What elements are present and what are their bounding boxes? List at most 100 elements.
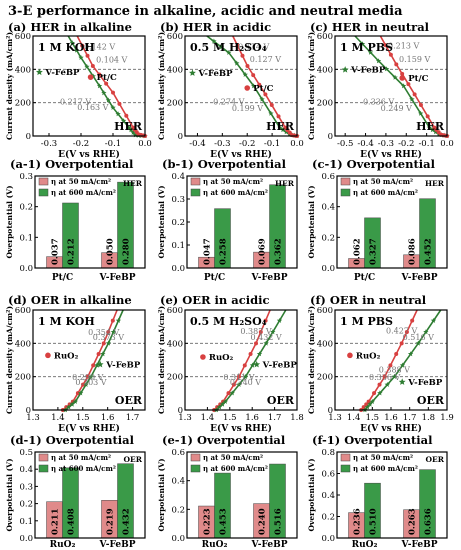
y-tick-label: 0.3 — [19, 482, 33, 492]
reaction-tag: OER — [267, 394, 295, 407]
legend-swatch — [340, 177, 351, 186]
legend-label: V-FeBP — [105, 361, 141, 371]
data-point — [410, 318, 415, 323]
legend-label: η at 600 mA/cm² — [51, 464, 116, 473]
reaction-tag: HER — [425, 179, 445, 188]
data-point — [219, 401, 226, 407]
bar-value-label: 0.327 — [369, 238, 379, 265]
legend-marker — [253, 360, 261, 368]
data-point — [229, 390, 235, 396]
data-point — [96, 352, 101, 356]
legend-swatch — [340, 453, 351, 462]
electrolyte-label: 1 M PBS — [340, 41, 393, 54]
legend-label: η at 50 mA/cm² — [353, 453, 413, 462]
y-axis-label: Overpotential (V) — [307, 458, 316, 531]
y-tick-label: 0.4 — [19, 465, 33, 475]
category-label: RuO₂ — [352, 540, 378, 550]
data-point — [80, 382, 85, 387]
y-tick-label: 0.0 — [19, 264, 33, 274]
y-tick-label: 400 — [317, 339, 333, 349]
category-label: RuO₂ — [202, 540, 228, 550]
x-axis-label: E(V vs RHE) — [58, 423, 120, 434]
data-point — [236, 381, 242, 387]
x-tick-label: 1.5 — [366, 413, 380, 423]
y-tick-label: 0.4 — [171, 172, 185, 182]
data-point — [359, 41, 366, 47]
panel-title: (f-1) Overpotential — [312, 433, 433, 447]
legend-label: Pt/C — [97, 73, 117, 83]
y-tick-label: 600 — [15, 306, 31, 316]
legend-marker — [398, 378, 406, 385]
data-point — [383, 66, 390, 72]
data-point — [100, 351, 106, 357]
panel-title: (f) OER in neutral — [310, 293, 427, 307]
data-point — [269, 103, 274, 107]
y-tick-label: 600 — [317, 306, 333, 316]
data-point — [69, 40, 75, 46]
reaction-tag: OER — [115, 394, 143, 407]
reaction-tag: HER — [275, 179, 295, 188]
y-axis-label: Overpotential (V) — [157, 185, 166, 258]
y-tick-label: 200 — [167, 99, 183, 109]
y-tick-label: 0.4 — [321, 203, 335, 213]
data-point — [372, 391, 377, 396]
category-label: V-FeBP — [400, 273, 437, 283]
plot-frame — [34, 175, 146, 269]
reaction-tag: HER — [123, 179, 143, 188]
overpotential-annotation: 0.163 V — [77, 103, 108, 112]
x-tick-label: -0.2 — [398, 139, 414, 149]
overpotential-annotation: 0.432 V — [250, 333, 281, 342]
overpotential-annotation: 0.340 V — [230, 378, 261, 387]
legend-swatch — [38, 177, 49, 186]
legend-marker — [399, 75, 406, 81]
data-point — [418, 110, 424, 116]
data-point — [256, 351, 263, 357]
panel-a: (a) HER in alkaline V-FeBP Pt/C 0.142 V 0.10… — [5, 20, 152, 160]
data-point — [78, 390, 84, 396]
y-tick-label: 0.1 — [171, 241, 185, 251]
y-tick-label: 0.6 — [171, 448, 185, 458]
data-point — [391, 373, 397, 379]
overpotential-annotation: 0.354 V — [88, 328, 119, 337]
bar-value-label: 0.258 — [219, 238, 229, 265]
bar-value-label: 0.453 — [219, 508, 229, 535]
bar-value-label: 0.240 — [258, 508, 268, 535]
y-axis-label: Current density (mA/cm²) — [307, 306, 316, 414]
data-point — [242, 71, 248, 77]
data-point — [375, 58, 382, 64]
data-point — [226, 49, 232, 55]
panel-e-1: (e-1) Overpotential 0.223 0.453 RuO₂ 0.240 0.… — [157, 433, 298, 550]
bar-value-label: 0.212 — [67, 238, 77, 265]
x-tick-label: -0.2 — [239, 139, 255, 149]
x-tick-label: 0.0 — [138, 139, 152, 149]
overpotential-annotation: 0.311 V — [223, 373, 254, 382]
legend-swatch — [190, 453, 201, 462]
overpotential-annotation: 0.142 V — [84, 42, 115, 51]
data-point — [72, 398, 78, 404]
x-tick-label: 1.5 — [76, 413, 90, 423]
x-tick-label: 1.8 — [422, 413, 436, 423]
data-point — [91, 363, 96, 368]
y-tick-label: 0.2 — [19, 203, 33, 213]
legend-marker — [36, 68, 43, 76]
panel-title: (d) OER in alkaline — [8, 293, 132, 307]
panel-f-1: (f-1) Overpotential 0.236 0.510 RuO₂ 0.263 0.… — [307, 433, 448, 550]
data-point — [110, 318, 115, 323]
bar-value-label: 0.037 — [51, 238, 61, 265]
x-tick-label: -0.5 — [337, 139, 353, 149]
reaction-tag: OER — [124, 455, 143, 464]
data-point — [84, 63, 90, 69]
bar-value-label: 0.510 — [369, 508, 379, 535]
data-point — [394, 62, 399, 67]
y-axis-label: Current density (mA/cm²) — [5, 306, 14, 414]
data-point — [432, 125, 437, 130]
data-point — [101, 341, 106, 346]
y-axis-label: Overpotential (V) — [307, 185, 316, 258]
bar-value-label: 0.636 — [424, 508, 434, 535]
data-point — [369, 398, 375, 404]
data-point — [276, 114, 281, 119]
data-point — [384, 381, 390, 387]
data-point — [258, 330, 263, 334]
legend-label: η at 50 mA/cm² — [51, 453, 111, 462]
x-tick-label: -0.3 — [214, 139, 230, 149]
